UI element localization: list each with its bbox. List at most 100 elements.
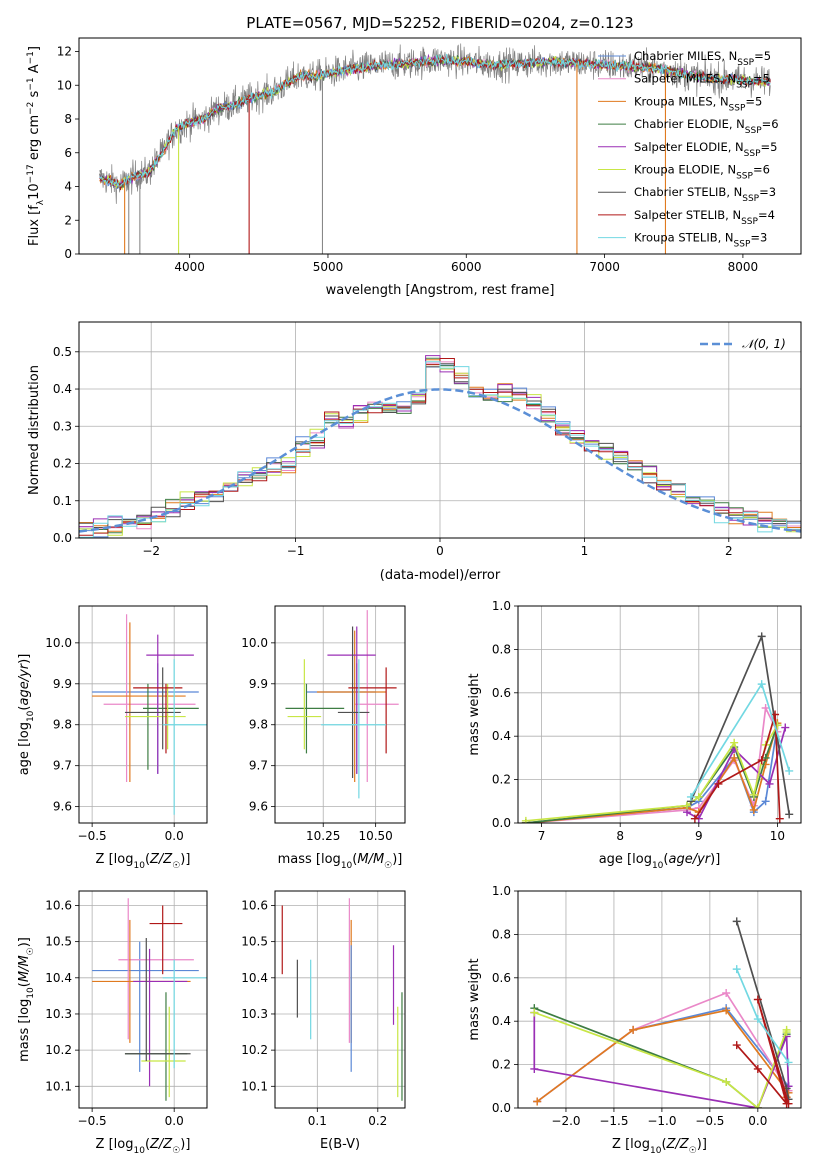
weight-marker-krou_miles [533, 1097, 542, 1106]
y-tick-label: 10.6 [241, 898, 268, 912]
weight-marker-krou_elodie [722, 1077, 731, 1086]
x-axis-label: age [log10(age/yr)] [599, 852, 721, 871]
x-tick-label: −0.5 [695, 1114, 724, 1128]
axes-frame [517, 890, 802, 1109]
weight-marker-krou_elodie [753, 1104, 762, 1108]
x-tick-label: −2 [142, 544, 160, 558]
label-part: mass [log [278, 852, 341, 867]
weight-marker-salp_elodie [530, 1064, 539, 1073]
label-part: 10 [650, 1146, 662, 1156]
label-part: Salpeter MILES, N [634, 72, 736, 86]
plot-area [521, 632, 794, 823]
weight-marker-krou_elodie [683, 801, 692, 810]
weight-marker-chab_stelib [785, 810, 794, 819]
y-axis-label: mass weight [467, 673, 482, 755]
label-part: ( [145, 852, 150, 867]
y-tick-label: 9.8 [53, 718, 72, 732]
label-part: SSP [737, 58, 754, 68]
label-part: ( [17, 706, 32, 711]
x-tick-label: −0.5 [78, 829, 107, 843]
legend-entry: Chabrier MILES, NSSP=5 [634, 49, 771, 68]
label-part: −1 [26, 51, 36, 64]
weight-marker-chab_miles [761, 797, 770, 806]
x-axis-label: Z [log10(Z/Z☉)] [96, 852, 191, 871]
label-part: ☉ [384, 861, 392, 871]
axes-mass-vs-EBV: 0.1 0.2 10.1 10.2 10.3 10.4 10.5 10.6 [241, 890, 406, 1128]
label-part: )] [392, 852, 402, 867]
y-tick-label: 9.6 [53, 800, 72, 814]
plots-layer: 4000 5000 6000 7000 8000024681012wavelength … [17, 37, 802, 1156]
weight-marker-salp_stelib [753, 1064, 762, 1073]
label-part: SSP [736, 81, 753, 91]
axes-frame [78, 321, 802, 539]
x-tick-label: 8000 [728, 260, 759, 274]
label-part: SSP [742, 194, 759, 204]
label-part: Kroupa STELIB, N [634, 231, 734, 245]
label-part: SSP [729, 103, 746, 113]
label-part: =3 [750, 231, 767, 245]
label-part: =5 [754, 49, 771, 63]
weight-marker-krou_miles [749, 805, 758, 814]
y-tick-label: 8 [64, 112, 72, 126]
label-part: age [log [17, 722, 32, 775]
plot-area [281, 898, 403, 1101]
y-tick-label: 9.8 [249, 718, 268, 732]
x-tick-label: 4000 [174, 260, 205, 274]
weight-marker-salp_miles [761, 703, 770, 712]
label-part: =5 [761, 140, 778, 154]
label-part: )] [17, 937, 32, 947]
label-part: Z [log [96, 852, 134, 867]
weight-marker-krou_elodie [730, 738, 739, 747]
y-tick-label: 10.0 [45, 636, 72, 650]
y-tick-label: 0.1 [53, 494, 72, 508]
y-tick-label: 0.4 [492, 1014, 511, 1028]
label-part: 10 [341, 861, 353, 871]
x-tick-label: 0.0 [165, 829, 184, 843]
y-tick-label: 10 [57, 78, 72, 92]
y-tick-label: 0.4 [53, 382, 72, 396]
label-part: =5 [753, 72, 770, 86]
y-tick-label: 12 [57, 45, 72, 59]
x-tick-label: −1.0 [647, 1114, 676, 1128]
label-part: )] [180, 1137, 190, 1152]
plot-area [79, 355, 801, 538]
weight-marker-salp_stelib [690, 814, 699, 823]
x-axis-label: wavelength [Angstrom, rest frame] [326, 283, 555, 298]
label-part: Z/Z [149, 852, 173, 867]
x-tick-label: 8 [616, 829, 624, 843]
figure-title: PLATE=0567, MJD=52252, FIBERID=0204, z=0… [246, 14, 633, 32]
label-part: age/yr [17, 662, 32, 705]
weight-marker-salp_stelib [753, 995, 762, 1004]
x-tick-label: 1 [581, 544, 589, 558]
label-part: M/M [357, 852, 384, 867]
label-part: mass [log [17, 999, 32, 1062]
label-part: )] [180, 852, 190, 867]
y-tick-label: 1.0 [492, 884, 511, 898]
weight-line-salp_elodie [533, 1012, 790, 1108]
weight-line-salp_miles [525, 705, 779, 823]
x-tick-label: −2.0 [551, 1114, 580, 1128]
label-part: SSP [741, 217, 758, 227]
label-part: ☉ [172, 1146, 180, 1156]
x-tick-label: 0.0 [165, 1114, 184, 1128]
label-part: λ [36, 199, 46, 205]
label-part: −1 [26, 77, 36, 90]
label-part: 10 [133, 1146, 145, 1156]
y-tick-label: 10.2 [241, 1043, 268, 1057]
label-part: −17 [26, 164, 36, 183]
y-tick-label: 9.9 [53, 677, 72, 691]
legend-entry: Salpeter ELODIE, NSSP=5 [634, 140, 777, 159]
y-tick-label: 0.6 [492, 971, 511, 985]
x-tick-label: 9 [695, 829, 703, 843]
axes-frame [274, 890, 406, 1109]
y-tick-label: 10.0 [241, 636, 268, 650]
label-part: 10 [133, 861, 145, 871]
plot-area [99, 43, 771, 254]
label-part: Chabrier STELIB, N [634, 185, 742, 199]
y-tick-label: 10.3 [241, 1007, 268, 1021]
axes-frame [78, 605, 208, 824]
label-part: =6 [753, 163, 770, 177]
label-part: Salpeter ELODIE, N [634, 140, 744, 154]
